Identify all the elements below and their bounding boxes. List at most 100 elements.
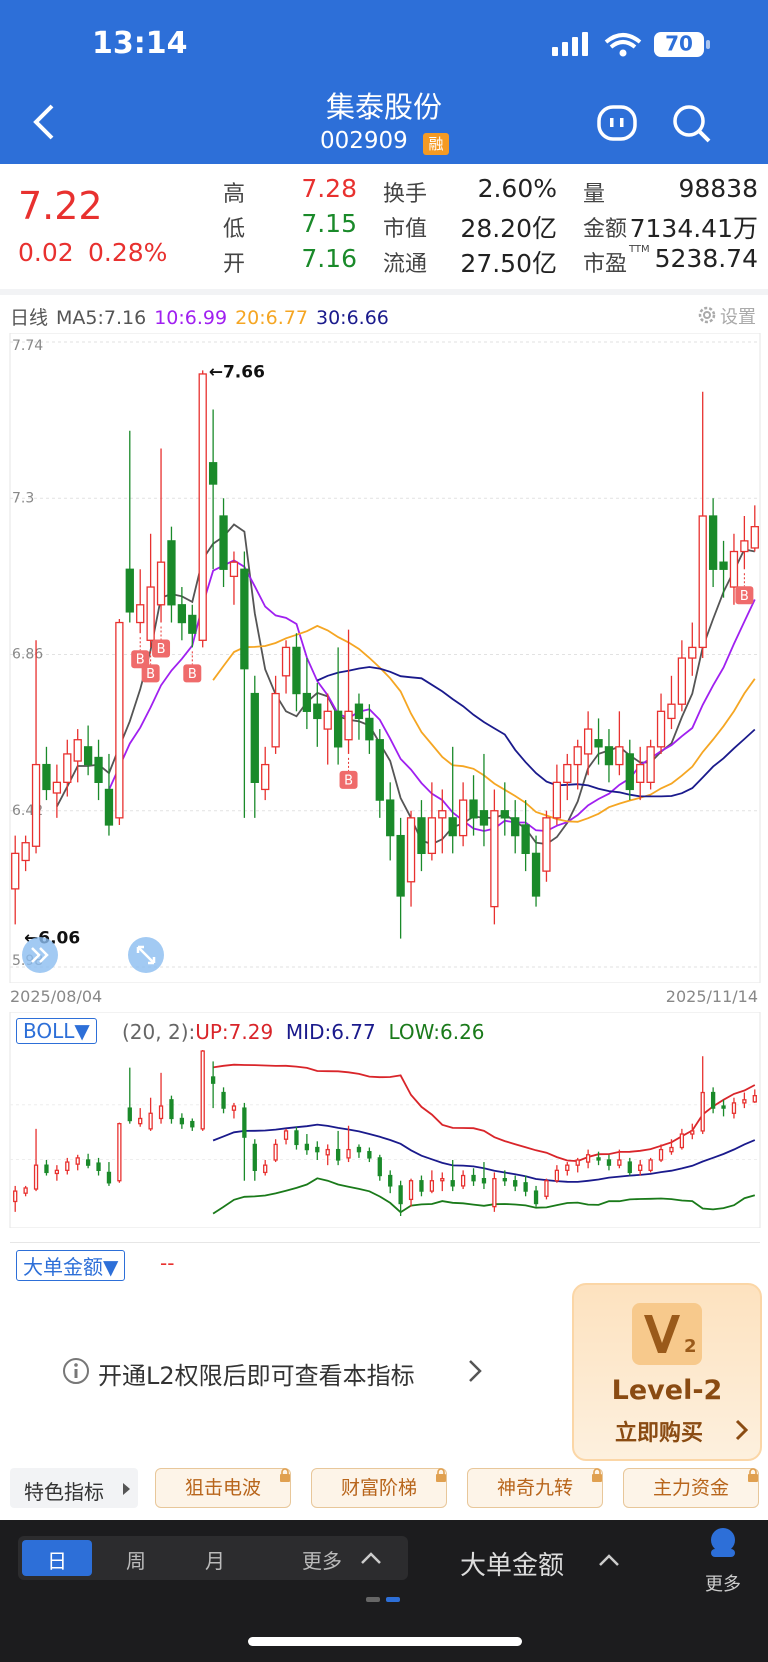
settings-icon bbox=[698, 306, 716, 324]
boll-candle-body bbox=[752, 1095, 757, 1103]
boll-candle-body bbox=[356, 1146, 362, 1153]
boll-low-line bbox=[212, 1177, 756, 1215]
feature-tab[interactable]: 主力资金 bbox=[623, 1468, 759, 1508]
feature-arrow bbox=[123, 1483, 130, 1495]
period-tab[interactable]: 月 bbox=[205, 1549, 225, 1573]
boll-candle-body bbox=[513, 1180, 518, 1187]
chat-button[interactable] bbox=[596, 104, 640, 144]
boll-params: (20, 2): bbox=[122, 1020, 196, 1044]
candle-body bbox=[458, 799, 468, 837]
boll-candle-body bbox=[471, 1174, 476, 1182]
settings-button[interactable]: 设置 bbox=[720, 307, 756, 328]
candle-body bbox=[552, 781, 562, 819]
svg-text:2: 2 bbox=[684, 1336, 697, 1357]
boll-candle-body bbox=[429, 1180, 435, 1192]
boll-candle-body bbox=[492, 1177, 497, 1208]
candle-body bbox=[11, 852, 20, 890]
candle-body bbox=[333, 710, 343, 748]
lock-icon bbox=[280, 1468, 290, 1482]
candle-body bbox=[427, 817, 437, 855]
stat-label: 低 bbox=[223, 217, 246, 242]
candle-body bbox=[292, 646, 301, 695]
stat-label: 市盈 bbox=[583, 252, 628, 277]
candle-body bbox=[354, 703, 364, 720]
boll-candle-body bbox=[742, 1099, 747, 1104]
l2-notice[interactable]: 开通L2权限后即可查看本指标 bbox=[98, 1362, 415, 1390]
fullscreen-button[interactable] bbox=[126, 937, 166, 977]
period-selected bbox=[22, 1540, 92, 1576]
candle-body bbox=[396, 834, 405, 897]
boll-selector[interactable]: BOLL▼ bbox=[16, 1018, 97, 1044]
ma-legend-item: MA5:7.16 bbox=[56, 307, 147, 329]
feature-tab[interactable]: 狙击电波 bbox=[155, 1468, 291, 1508]
status-icons: 70 bbox=[552, 32, 710, 57]
boll-candle-body bbox=[325, 1148, 330, 1156]
back-button[interactable] bbox=[30, 102, 60, 142]
candle-body bbox=[302, 692, 312, 712]
lock-icon bbox=[592, 1468, 602, 1482]
indicator-tab[interactable]: 大单金额 bbox=[460, 1551, 565, 1581]
boll-candle-body bbox=[44, 1164, 49, 1174]
collapse-button[interactable] bbox=[22, 937, 62, 977]
period-tab[interactable]: 周 bbox=[126, 1549, 146, 1573]
feature-tab[interactable]: 神奇九转 bbox=[467, 1468, 603, 1508]
boll-candle-body bbox=[596, 1157, 601, 1161]
candle-body bbox=[281, 646, 291, 677]
candle-body bbox=[438, 810, 447, 819]
more-icon bbox=[711, 1528, 735, 1557]
home-indicator bbox=[248, 1637, 522, 1646]
boll-candle-body bbox=[450, 1180, 455, 1187]
candle-body bbox=[542, 817, 551, 872]
more-button[interactable]: 更多 bbox=[705, 1574, 741, 1595]
boll-candle-body bbox=[190, 1120, 195, 1128]
boll-candle-body bbox=[606, 1159, 612, 1166]
candle-body bbox=[229, 561, 239, 578]
signal-label: B bbox=[344, 773, 353, 788]
boll-candle-body bbox=[565, 1164, 570, 1172]
candle-body bbox=[73, 739, 82, 762]
indicator-value: -- bbox=[160, 1251, 175, 1275]
boll-candle-body bbox=[710, 1091, 716, 1109]
boll-chart bbox=[9, 1012, 761, 1228]
candle-body bbox=[490, 810, 499, 908]
feature-label-box[interactable] bbox=[10, 1468, 138, 1508]
price-change-pct: 0.28% bbox=[88, 238, 168, 267]
candle-body bbox=[240, 568, 249, 670]
boll-candle-body bbox=[231, 1105, 237, 1111]
boll-candle-body bbox=[554, 1169, 560, 1182]
candle-body bbox=[250, 692, 259, 783]
candle-body bbox=[177, 604, 187, 624]
boll-candle-body bbox=[33, 1164, 39, 1190]
boll-candle-body bbox=[679, 1133, 685, 1149]
period-tab[interactable]: 更多 bbox=[302, 1549, 342, 1573]
boll-candle-body bbox=[127, 1107, 132, 1122]
stat-value: 7.28 bbox=[301, 174, 357, 203]
y-tick-label: 7.3 bbox=[12, 490, 34, 506]
candle-body bbox=[531, 852, 541, 897]
boll-candle-body bbox=[75, 1157, 80, 1165]
info-icon bbox=[63, 1358, 89, 1384]
page-dot bbox=[366, 1597, 380, 1602]
indicator-selector[interactable]: 大单金额▼ bbox=[16, 1250, 126, 1281]
boll-candle-body bbox=[658, 1148, 664, 1161]
candle-body bbox=[615, 746, 624, 766]
last-price: 7.22 bbox=[18, 184, 103, 228]
ma-legend-item: 20:6.77 bbox=[235, 307, 308, 329]
max-label: ←7.66 bbox=[209, 362, 265, 382]
feature-tab[interactable]: 财富阶梯 bbox=[311, 1468, 447, 1508]
l2-promo[interactable]: 2 Level-2 立即购买 bbox=[572, 1283, 762, 1461]
stat-label: 金额 bbox=[583, 217, 628, 242]
candle-body bbox=[406, 817, 416, 883]
search-button[interactable] bbox=[670, 102, 714, 146]
boll-candle-body bbox=[731, 1102, 737, 1114]
boll-candle-body bbox=[242, 1107, 247, 1138]
candle-body bbox=[313, 703, 322, 720]
period-tab[interactable]: 日 bbox=[47, 1549, 67, 1573]
signal-label: B bbox=[188, 667, 197, 682]
boll-candle-body bbox=[85, 1159, 91, 1166]
boll-candle-body bbox=[388, 1174, 393, 1187]
signal-label: B bbox=[157, 642, 166, 657]
top-bar: 13:14 70 集泰股份 002909 融 bbox=[0, 0, 768, 164]
boll-candle-body bbox=[23, 1187, 28, 1194]
candle-body bbox=[604, 746, 614, 766]
